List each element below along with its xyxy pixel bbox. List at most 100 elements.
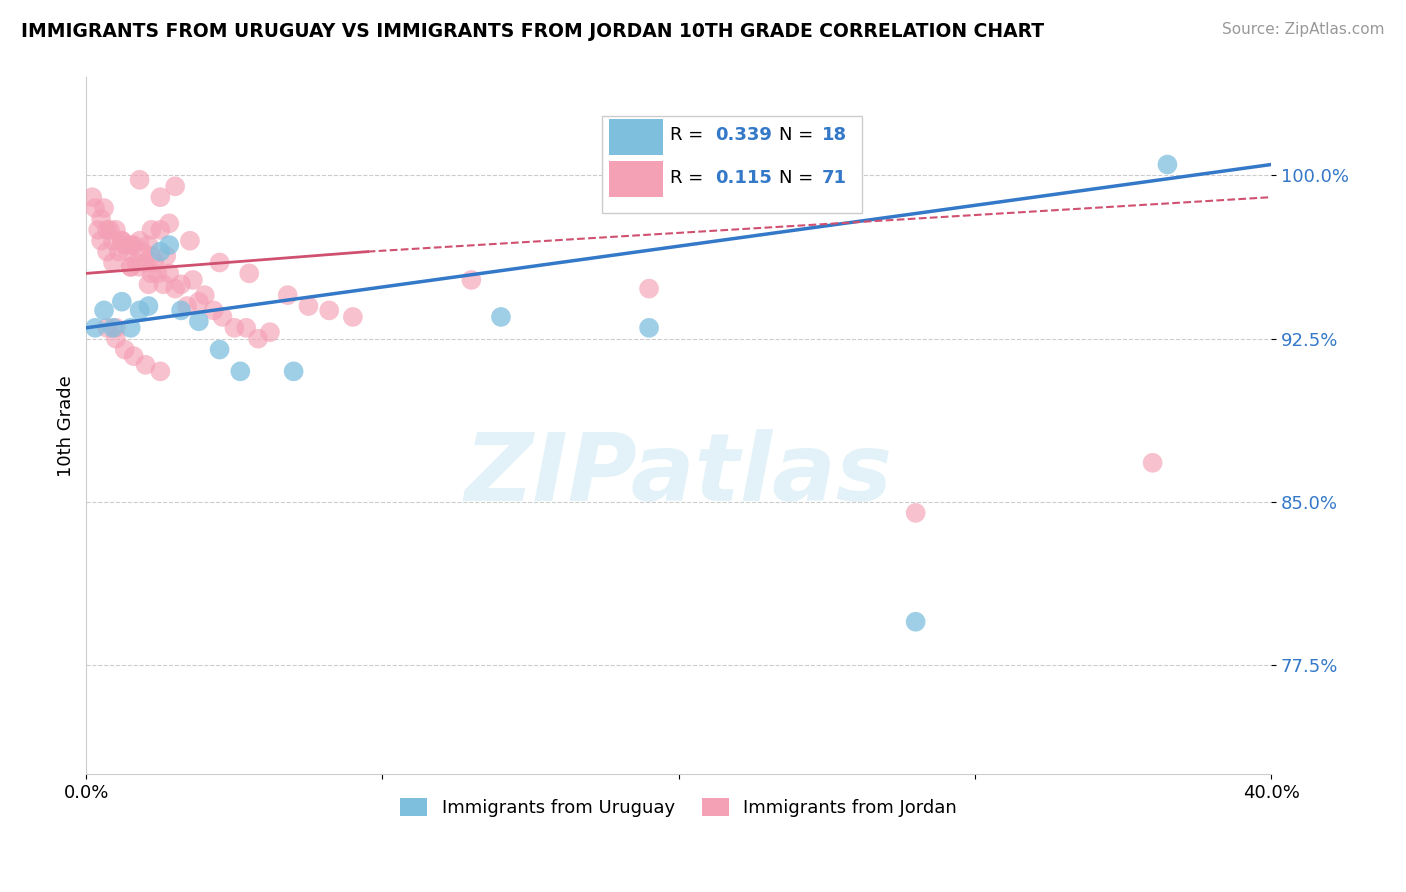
FancyBboxPatch shape — [609, 120, 664, 155]
Point — [125, 255, 148, 269]
Point — [104, 223, 127, 237]
Point — [165, 179, 187, 194]
Point — [157, 238, 180, 252]
Point — [202, 303, 225, 318]
Point — [187, 314, 209, 328]
Text: IMMIGRANTS FROM URUGUAY VS IMMIGRANTS FROM JORDAN 10TH GRADE CORRELATION CHART: IMMIGRANTS FROM URUGUAY VS IMMIGRANTS FR… — [21, 22, 1045, 41]
Point — [93, 201, 115, 215]
Text: ZIPatlas: ZIPatlas — [464, 428, 893, 521]
Point — [460, 273, 482, 287]
Point — [146, 266, 169, 280]
Point — [235, 321, 257, 335]
Text: 71: 71 — [823, 169, 846, 187]
FancyBboxPatch shape — [602, 116, 862, 213]
Point — [179, 234, 201, 248]
Point — [128, 234, 150, 248]
Point — [149, 244, 172, 259]
Point — [904, 506, 927, 520]
Point — [96, 223, 118, 237]
Point — [149, 364, 172, 378]
FancyBboxPatch shape — [609, 161, 664, 197]
Point — [904, 615, 927, 629]
Point — [138, 299, 160, 313]
Point — [87, 223, 110, 237]
Point — [141, 223, 163, 237]
Point — [90, 234, 112, 248]
Point — [120, 321, 142, 335]
Point — [283, 364, 305, 378]
Point — [152, 277, 174, 292]
Point — [176, 299, 198, 313]
Point — [141, 266, 163, 280]
Point — [143, 255, 166, 269]
Point — [135, 358, 157, 372]
Point — [117, 244, 139, 259]
Point — [138, 277, 160, 292]
Text: N =: N = — [779, 169, 820, 187]
Point — [149, 223, 172, 237]
Point — [84, 321, 107, 335]
Text: N =: N = — [779, 127, 820, 145]
Point — [238, 266, 260, 280]
Point — [170, 303, 193, 318]
Point — [489, 310, 512, 324]
Point — [170, 277, 193, 292]
Text: 0.339: 0.339 — [716, 127, 772, 145]
Point — [101, 234, 124, 248]
Text: Source: ZipAtlas.com: Source: ZipAtlas.com — [1222, 22, 1385, 37]
Point — [128, 303, 150, 318]
Point — [101, 255, 124, 269]
Point — [135, 255, 157, 269]
Point — [138, 238, 160, 252]
Point — [208, 255, 231, 269]
Point — [229, 364, 252, 378]
Point — [111, 294, 134, 309]
Point — [120, 238, 142, 252]
Point — [122, 349, 145, 363]
Point — [277, 288, 299, 302]
Y-axis label: 10th Grade: 10th Grade — [58, 375, 75, 476]
Point — [247, 332, 270, 346]
Point — [194, 288, 217, 302]
Point — [181, 273, 204, 287]
Point — [211, 310, 233, 324]
Point — [224, 321, 246, 335]
Point — [96, 244, 118, 259]
Point — [104, 321, 127, 335]
Point — [111, 234, 134, 248]
Point — [120, 260, 142, 274]
Point — [638, 282, 661, 296]
Point — [101, 321, 124, 335]
Point — [141, 249, 163, 263]
Point — [131, 244, 153, 259]
Point — [155, 249, 177, 263]
Point — [111, 234, 134, 248]
Point — [165, 282, 187, 296]
Point — [122, 238, 145, 252]
Text: R =: R = — [671, 127, 710, 145]
Point — [96, 321, 118, 335]
Point — [114, 343, 136, 357]
Point — [93, 303, 115, 318]
Point — [120, 260, 142, 274]
Point — [84, 201, 107, 215]
Point — [318, 303, 340, 318]
Point — [297, 299, 319, 313]
Point — [638, 321, 661, 335]
Point — [157, 266, 180, 280]
Text: 18: 18 — [823, 127, 848, 145]
Point — [114, 238, 136, 252]
Point — [1156, 157, 1178, 171]
Text: R =: R = — [671, 169, 716, 187]
Point — [208, 343, 231, 357]
Legend: Immigrants from Uruguay, Immigrants from Jordan: Immigrants from Uruguay, Immigrants from… — [392, 790, 965, 824]
Point — [149, 190, 172, 204]
Point — [98, 223, 121, 237]
Point — [157, 216, 180, 230]
Point — [90, 211, 112, 226]
Point — [128, 173, 150, 187]
Point — [104, 332, 127, 346]
Point — [128, 260, 150, 274]
Point — [259, 325, 281, 339]
Point — [82, 190, 104, 204]
